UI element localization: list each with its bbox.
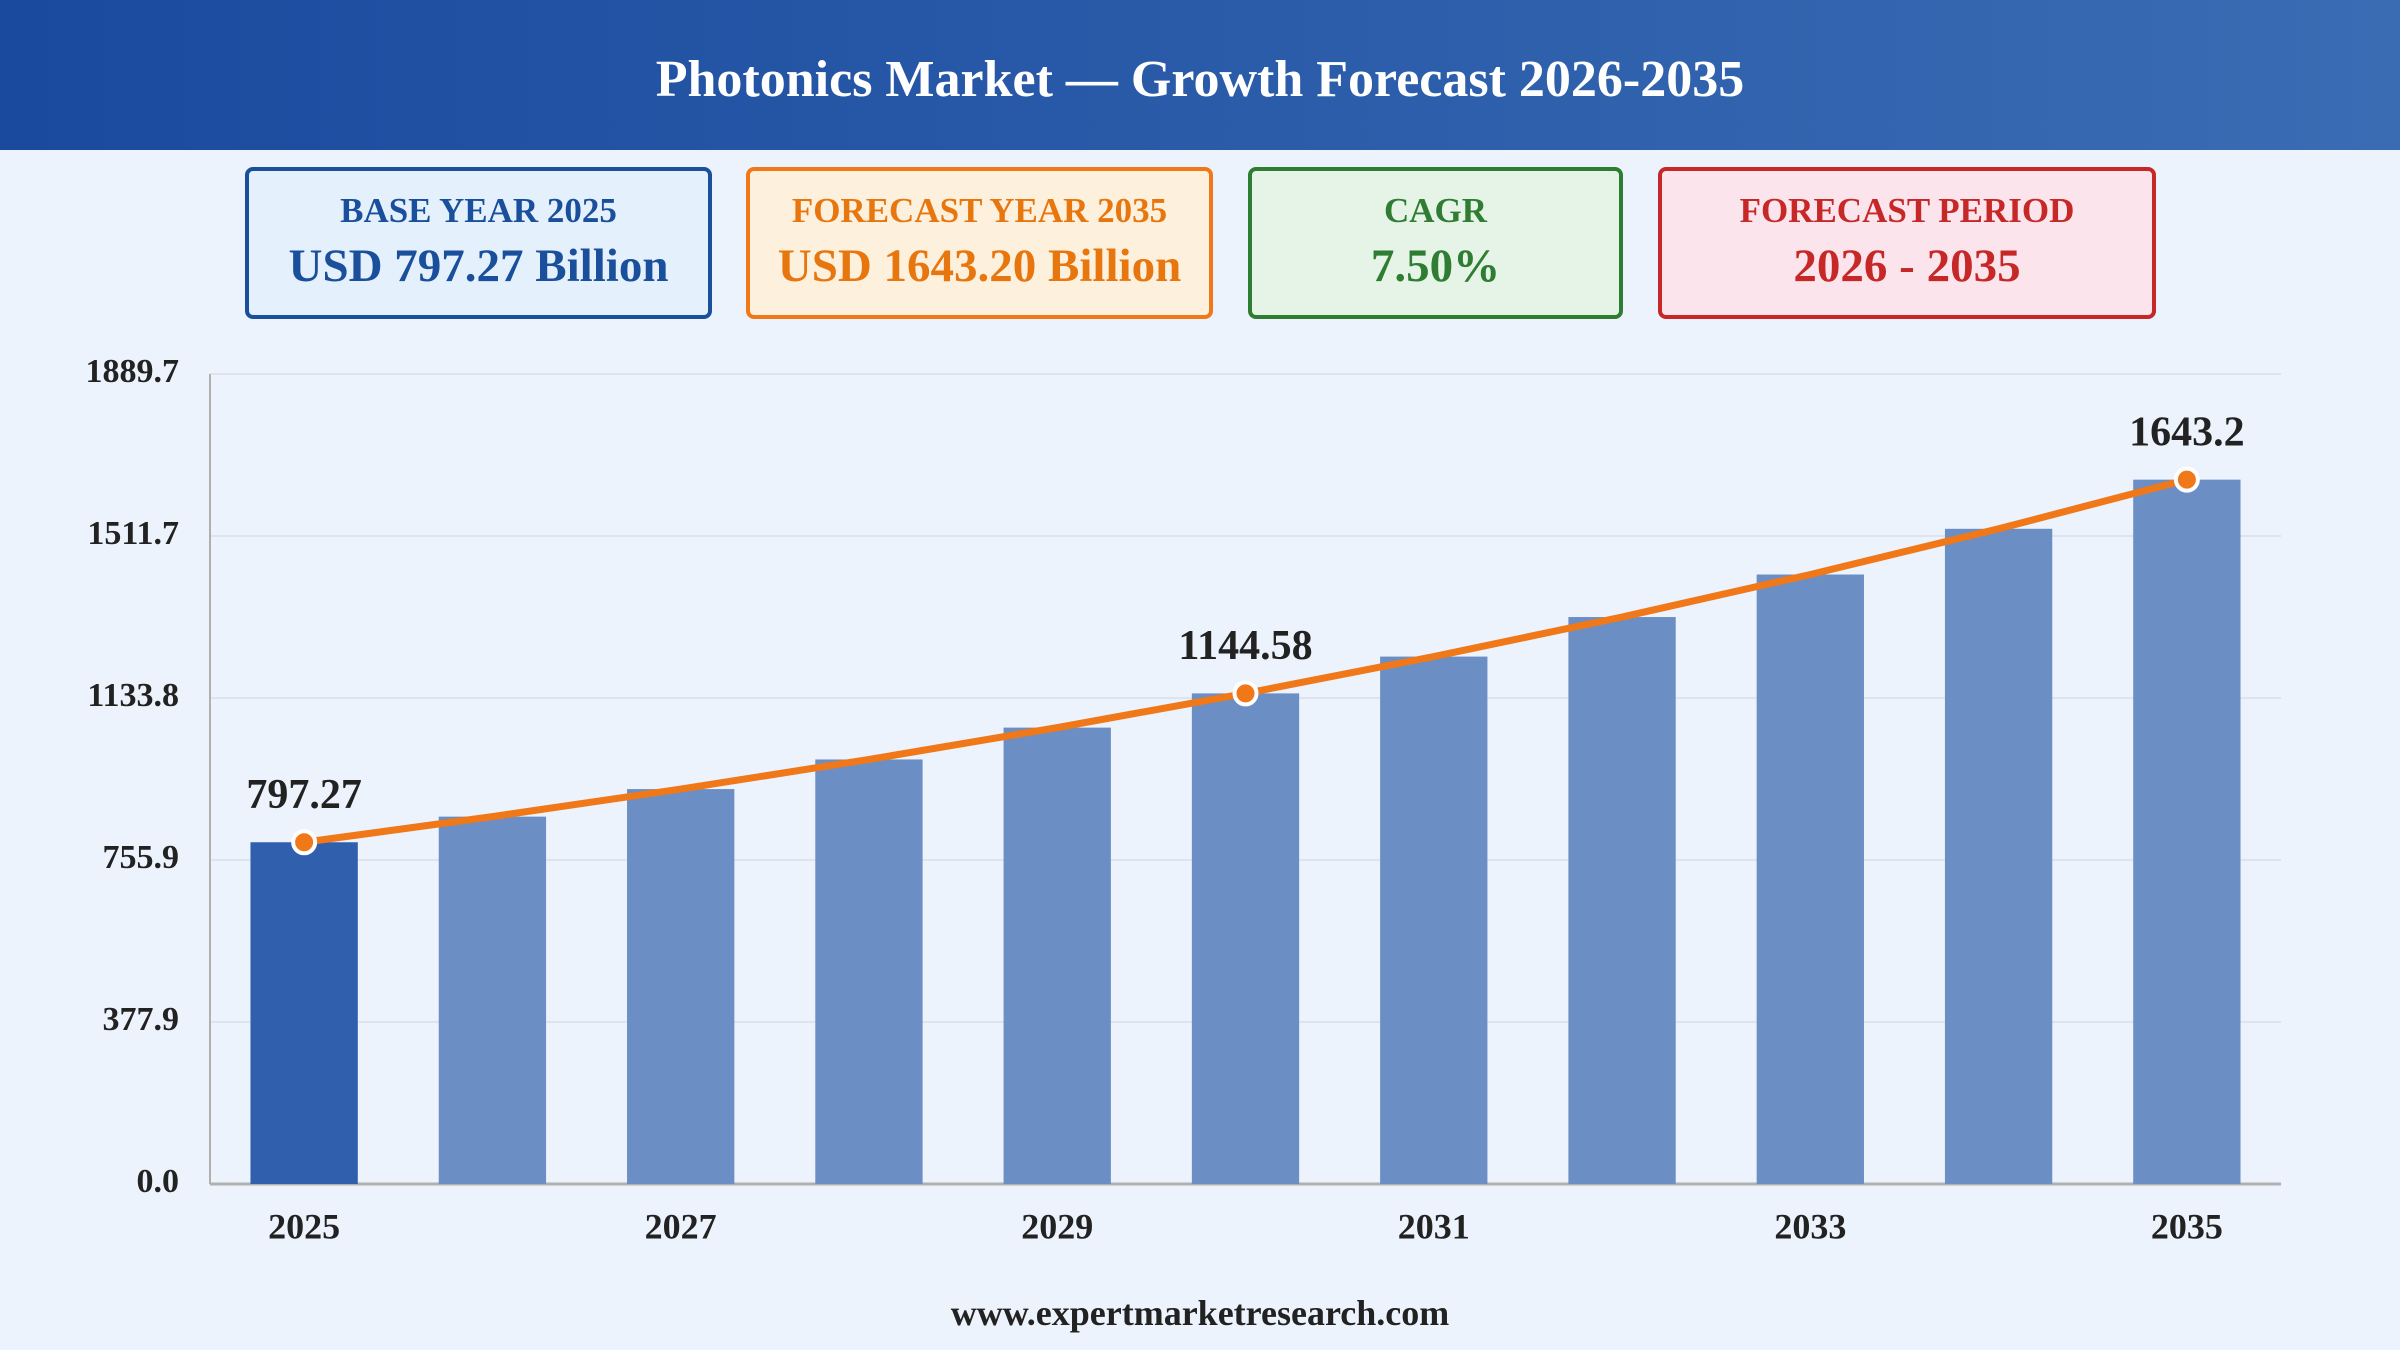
value-label: 1144.58 (1178, 623, 1312, 669)
header-title: Photonics Market — Growth Forecast 2026-… (0, 0, 2400, 150)
bar (1568, 617, 1676, 1184)
bar (1003, 727, 1111, 1184)
y-tick-label: 0.0 (137, 1163, 180, 1200)
card: FORECAST YEAR 2035 USD 1643.20 Billion (746, 167, 1213, 319)
point-marker (1232, 680, 1259, 707)
footer: www.expertmarketresearch.com (950, 1293, 1450, 1333)
x-tick-label: 2025 (268, 1206, 340, 1246)
x-tick-label: 2027 (645, 1206, 717, 1246)
point-marker (2173, 466, 2200, 493)
bar (250, 842, 358, 1184)
point-marker (291, 829, 318, 856)
bar (1191, 693, 1300, 1184)
y-tick-label: 1511.7 (87, 515, 179, 552)
y-tick-label: 755.9 (103, 839, 180, 876)
y-tick-label: 377.9 (103, 1001, 180, 1038)
card-value: 2026 - 2035 (1793, 240, 2021, 292)
bar (438, 816, 547, 1184)
card-label: FORECAST YEAR 2035 (791, 191, 1168, 230)
x-tick-label: 2029 (1021, 1206, 1093, 1246)
bar (815, 759, 923, 1184)
card-value: USD 1643.20 Billion (777, 240, 1182, 292)
x-tick-label: 2031 (1398, 1206, 1470, 1246)
card: BASE YEAR 2025 USD 797.27 Billion (245, 167, 712, 319)
card: CAGR 7.50% (1248, 167, 1623, 319)
card-value: 7.50% (1370, 240, 1501, 292)
value-label: 1643.2 (2129, 409, 2245, 455)
x-tick-label: 2033 (1774, 1206, 1846, 1246)
card-label: FORECAST PERIOD (1739, 191, 2075, 230)
bar (2133, 479, 2241, 1184)
card-value: USD 797.27 Billion (288, 240, 669, 292)
y-tick-label: 1133.8 (87, 677, 179, 714)
bar (1380, 656, 1488, 1184)
card-label: BASE YEAR 2025 (340, 191, 617, 230)
bar (1756, 574, 1864, 1184)
y-tick-label: 1889.7 (86, 353, 180, 390)
bar (1944, 528, 2053, 1184)
card: FORECAST PERIOD 2026 - 2035 (1658, 167, 2156, 319)
x-tick-label: 2035 (2151, 1206, 2223, 1246)
bar (627, 789, 735, 1184)
value-label: 797.27 (246, 772, 362, 818)
card-label: CAGR (1383, 191, 1488, 230)
